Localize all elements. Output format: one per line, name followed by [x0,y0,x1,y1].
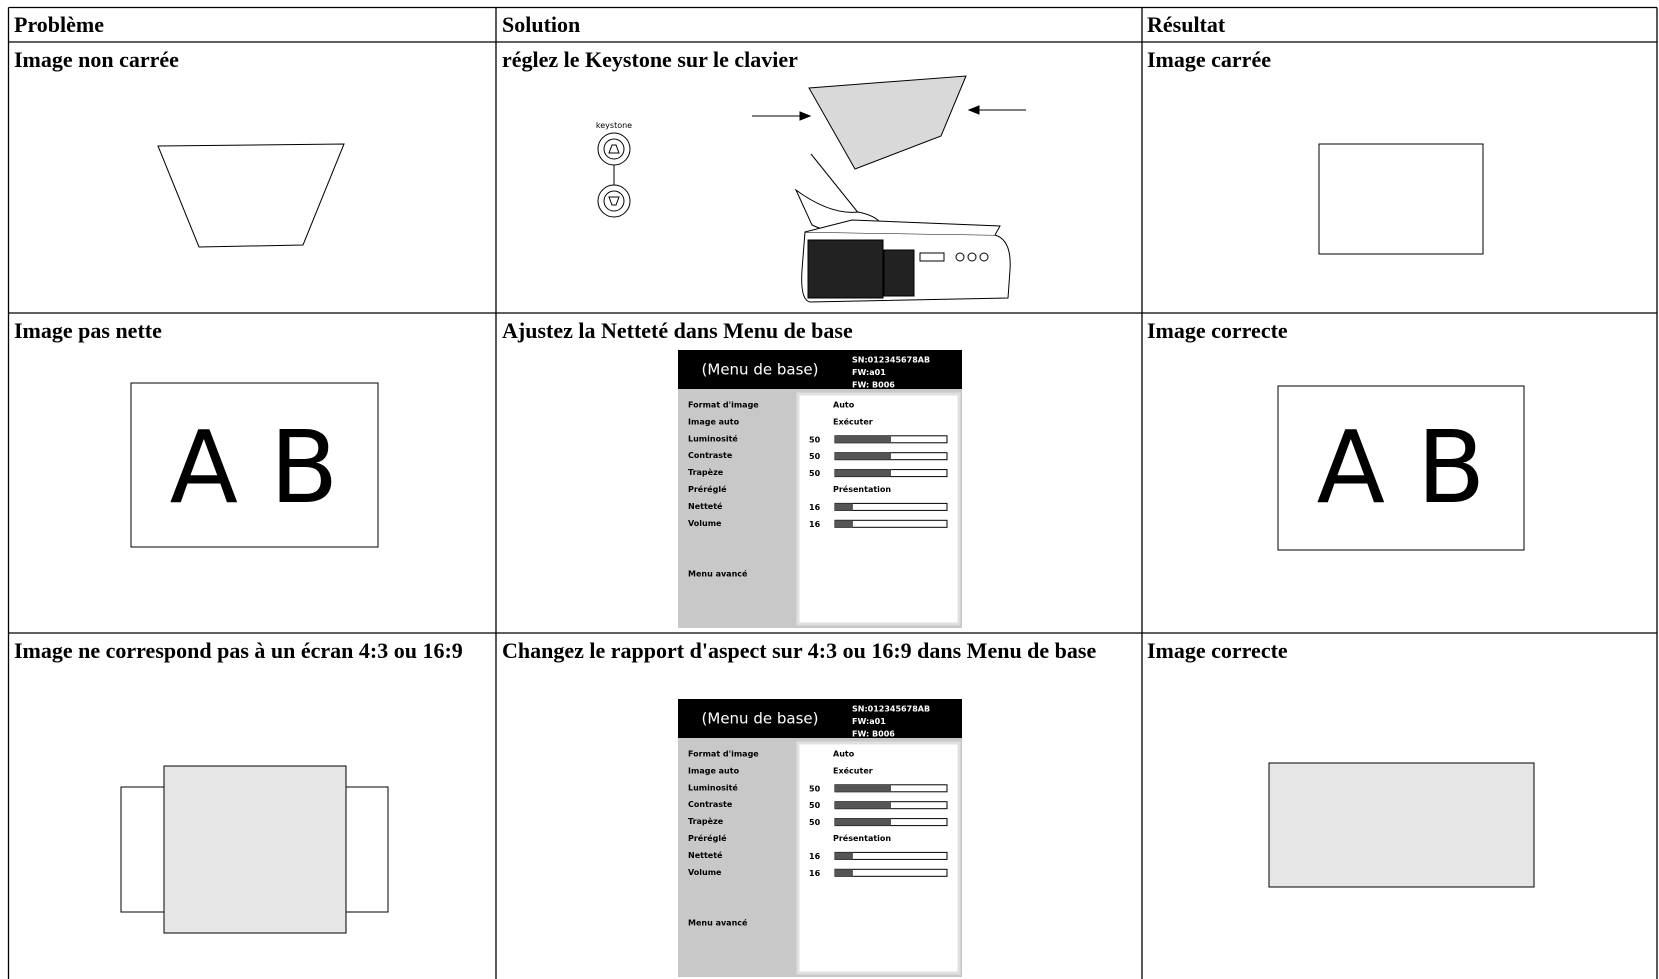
menu-item-value: 50 [809,784,821,793]
slider-fill [835,503,853,511]
slider-fill [835,435,891,443]
menu-item-value: Exécuter [833,765,873,775]
menu-item-value: 50 [809,435,821,444]
column-header: Solution [502,12,581,37]
fitted-image [1268,762,1535,888]
menu-item-label: Volume [688,519,722,528]
menu-info: FW: B006 [852,381,895,390]
menu-item-label: Volume [688,868,722,877]
problem-text: Image pas nette [14,318,162,343]
menu-item-label: Luminosité [688,433,738,443]
slider-fill [835,869,853,877]
menu-item-label: Contraste [688,451,733,460]
menu-item-label: Format d'image [688,401,759,410]
solution-text: Changez le rapport d'aspect sur 4:3 ou 1… [502,638,1097,663]
skewed-image [157,143,345,248]
menu-item-value: 16 [809,520,821,529]
table-grid [7,6,1658,979]
slider-fill [835,469,891,477]
menu-info: SN:012345678AB [852,705,930,714]
solution-text: réglez le Keystone sur le clavier [502,47,798,72]
menu-title: (Menu de base) [702,710,819,728]
result-text: Image correcte [1147,318,1288,343]
mismatched-image [163,765,347,934]
menu-item-value: 16 [809,869,821,878]
sharp-image [1277,385,1525,551]
slider-fill [835,452,891,460]
blurry-image [130,382,379,548]
menu-title: (Menu de base) [702,361,819,379]
menu-info: FW:a01 [852,717,886,726]
projected-image [808,75,967,170]
menu-item-value: Présentation [833,484,891,494]
result-text: Image correcte [1147,638,1288,663]
menu-item-label: Préréglé [688,484,727,494]
keypad-label: keystone [596,121,632,130]
column-header: Résultat [1147,12,1226,37]
menu-item-label: Image auto [688,417,740,426]
menu-item-label: Menu avancé [688,918,748,928]
square-image [1318,143,1484,255]
menu-item-value: 50 [809,801,821,810]
menu-item-label: Netteté [688,501,723,511]
menu-item-value: 50 [809,452,821,461]
slider-fill [835,801,891,809]
result-text: Image carrée [1147,47,1271,72]
menu-item-value: Auto [833,401,855,410]
menu-info: SN:012345678AB [852,356,930,365]
solution-text: Ajustez la Netteté dans Menu de base [502,318,853,343]
menu-header [678,699,962,738]
menu-item-label: Format d'image [688,750,759,759]
menu-item-label: Trapèze [688,467,724,477]
menu-item-value: 16 [809,503,821,512]
column-header: Problème [14,12,105,37]
menu-item-label: Netteté [688,850,723,860]
slider-fill [835,852,853,860]
menu-item-label: Luminosité [688,782,738,792]
menu-item-value: Présentation [833,833,891,843]
menu-item-label: Image auto [688,766,740,775]
slider-fill [835,520,853,528]
menu-item-value: 16 [809,852,821,861]
ab-text: A B [170,409,339,526]
ab-text: A B [1317,409,1486,526]
keypad [597,132,631,218]
projector [794,153,1011,303]
menu-item-value: Auto [833,750,855,759]
menu-info: FW:a01 [852,368,886,377]
problem-text: Image non carrée [14,47,179,72]
menu-item-value: 50 [809,469,821,478]
slider-fill [835,784,891,792]
menu-item-label: Menu avancé [688,569,748,579]
menu-item-label: Trapèze [688,816,724,826]
problem-text: Image ne correspond pas à un écran 4:3 o… [14,638,463,663]
menu-item-label: Contraste [688,800,733,809]
menu-header [678,350,962,389]
slider-fill [835,818,891,826]
menu-item-label: Préréglé [688,833,727,843]
menu-item-value: 50 [809,818,821,827]
menu-item-value: Exécuter [833,416,873,426]
arrows [752,105,1026,121]
menu-info: FW: B006 [852,730,895,739]
